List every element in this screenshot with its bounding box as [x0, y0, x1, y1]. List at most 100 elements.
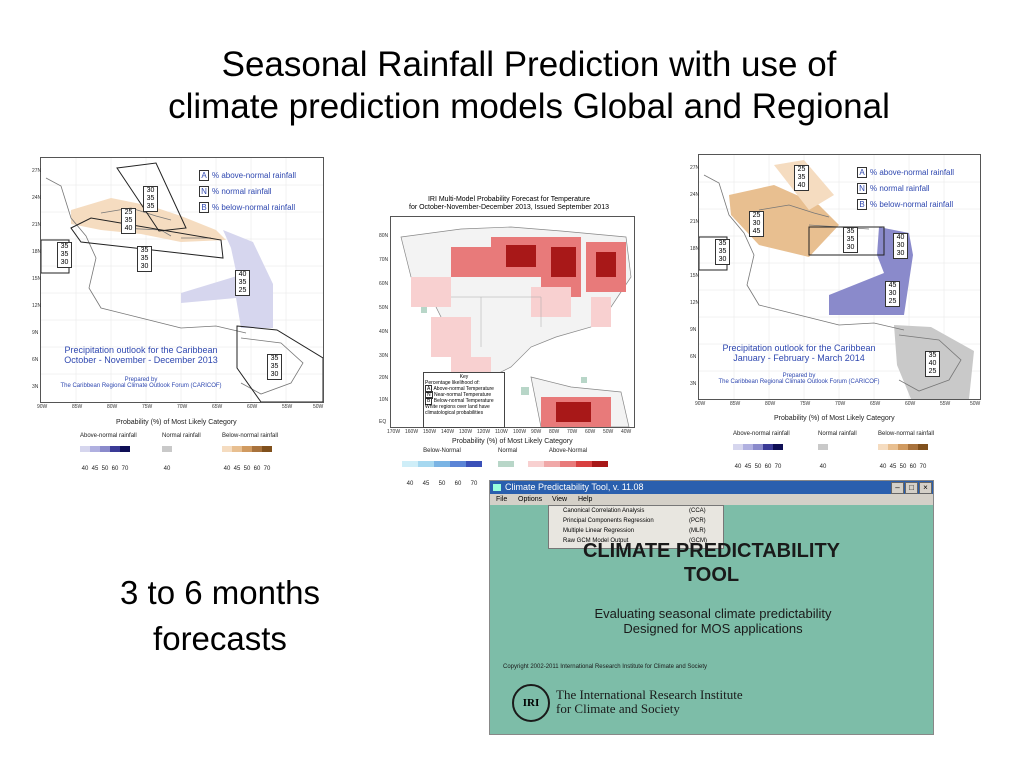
prepared-line-1: Prepared by [782, 373, 816, 379]
lat-tick: 80N [379, 233, 389, 239]
caption-line-2: forecasts [153, 620, 287, 657]
key-code: A [199, 170, 209, 181]
menu-item-cca-short: (CCA) [689, 508, 706, 514]
lat-tick: 27N [690, 165, 700, 171]
map-key: A% above-normal rainfall N% normal rainf… [857, 167, 954, 210]
legend-category: Below-Normal [423, 448, 461, 454]
lon-tick: 90W [37, 404, 48, 410]
lat-tick: 27N [32, 168, 42, 174]
lon-tick: 85W [72, 404, 83, 410]
lat-tick: 21N [32, 222, 42, 228]
lat-tick: 20N [379, 375, 389, 381]
maximize-button[interactable]: □ [905, 482, 918, 494]
lon-tick: 75W [800, 401, 811, 407]
app-icon [493, 484, 501, 492]
prepared-by: Prepared by The Caribbean Regional Clima… [51, 377, 231, 389]
lon-tick: 80W [107, 404, 118, 410]
caribbean-map-ond-graphic [41, 158, 323, 402]
forecast-box: 40 30 30 [893, 233, 908, 259]
menu-help[interactable]: Help [578, 496, 593, 503]
lon-tick: 55W [940, 401, 951, 407]
iri-map-title: IRI Multi-Model Probability Forecast for… [384, 196, 634, 212]
menu-item-gcm-short: (GCM) [689, 538, 707, 544]
key-code: A [857, 167, 867, 178]
key-item-normal: N% normal rainfall [857, 183, 954, 194]
legend-above: Above-normal rainfall 40 45 50 60 70 [733, 431, 790, 470]
forecast-box: 25 30 45 [749, 211, 764, 237]
outlook-line-1: Precipitation outlook for the Caribbean [722, 343, 876, 353]
key-subtitle: Percentage likelihood of: [425, 380, 480, 386]
lat-tick: 10N [379, 397, 389, 403]
key-code: B [199, 202, 209, 213]
title-line-2: climate prediction models Global and Reg… [168, 87, 890, 126]
menu-options[interactable]: Options [518, 496, 543, 503]
outlook-line-2: January - February - March 2014 [733, 353, 865, 363]
prepared-by: Prepared by The Caribbean Regional Clima… [709, 373, 889, 385]
key-code: B [857, 199, 867, 210]
desc-line-2: Designed for MOS applications [623, 621, 803, 636]
logo-text: IRI [522, 697, 540, 709]
lon-tick: 55W [282, 404, 293, 410]
key-item: B Below-normal Temperature [425, 397, 494, 405]
forecast-box: 35 35 30 [843, 227, 858, 253]
key-item-above: A% above-normal rainfall [857, 167, 954, 178]
lon-tick: 75W [142, 404, 153, 410]
lon-tick: 90W [531, 429, 542, 435]
lat-tick: 50N [379, 305, 389, 311]
forecast-box: 35 40 25 [925, 351, 940, 377]
menu-item-mlr[interactable]: Multiple Linear Regression [563, 528, 635, 534]
forecast-box: 35 35 30 [137, 246, 152, 272]
legend-title: Probability (%) of Most Likely Category [116, 419, 237, 426]
key-text: % normal rainfall [212, 187, 272, 196]
lon-tick: 60W [905, 401, 916, 407]
lat-tick: 9N [32, 330, 39, 336]
lat-tick: 40N [379, 329, 389, 335]
outlook-line-1: Precipitation outlook for the Caribbean [64, 345, 218, 355]
iri-title-line-2: for October-November-December 2013, Issu… [409, 204, 609, 211]
lon-tick: 90W [695, 401, 706, 407]
key-text: % above-normal rainfall [212, 171, 297, 180]
menu-item-mlr-short: (MLR) [689, 528, 706, 534]
lon-tick: 80W [765, 401, 776, 407]
lon-tick: 50W [313, 404, 324, 410]
lon-tick: 80W [549, 429, 560, 435]
menu-item-pcr[interactable]: Principal Components Regression [563, 518, 654, 524]
lat-tick: 24N [32, 195, 42, 201]
lat-tick: EQ [379, 419, 387, 425]
menu-item-cca[interactable]: Canonical Correlation Analysis [563, 508, 645, 514]
key-text: % below-normal rainfall [870, 200, 954, 209]
lat-tick: 60N [379, 281, 389, 287]
lon-tick: 100W [513, 429, 527, 435]
lat-tick: 9N [690, 327, 697, 333]
window-titlebar[interactable]: Climate Predictability Tool, v. 11.08 – … [490, 481, 933, 494]
institute-line-1: The International Research Institute [556, 687, 743, 702]
legend-category: Above-normal rainfall [80, 433, 137, 439]
key-item: N Near-normal Temperature [425, 391, 492, 399]
heading-line-1: CLIMATE PREDICTABILITY [582, 540, 841, 562]
forecast-box: 25 35 40 [794, 165, 809, 191]
menu-file[interactable]: File [496, 496, 508, 503]
legend-category: Normal rainfall [818, 431, 857, 437]
key-item-normal: N% normal rainfall [199, 186, 296, 197]
menu-item-gcm[interactable]: Raw GCM Model Output [563, 538, 629, 544]
lat-tick: 12N [690, 300, 700, 306]
menu-view[interactable]: View [552, 496, 568, 503]
key-item: A Above-normal Temperature [425, 385, 494, 393]
iri-temperature-map: Key Percentage likelihood of: A Above-no… [379, 216, 635, 435]
menu-bar: File Options View Help [490, 494, 933, 505]
iri-key-box: Key Percentage likelihood of: A Above-no… [423, 372, 505, 428]
lon-tick: 50W [970, 401, 981, 407]
key-title: Key [459, 374, 469, 380]
lon-tick: 170W [387, 429, 401, 435]
lon-tick: 70W [567, 429, 578, 435]
legend-below: Below-normal rainfall 40 45 50 60 70 [878, 431, 935, 470]
institute-name: The International Research Institute for… [556, 688, 743, 716]
cpt-app-window: Climate Predictability Tool, v. 11.08 – … [489, 480, 934, 735]
minimize-button[interactable]: – [891, 482, 904, 494]
key-code: N [857, 183, 867, 194]
forecast-box: 35 35 30 [715, 239, 730, 265]
key-item-below: B% below-normal rainfall [857, 199, 954, 210]
forecast-box: 25 35 40 [121, 208, 136, 234]
close-button[interactable]: × [919, 482, 932, 494]
lat-tick: 3N [32, 384, 39, 390]
